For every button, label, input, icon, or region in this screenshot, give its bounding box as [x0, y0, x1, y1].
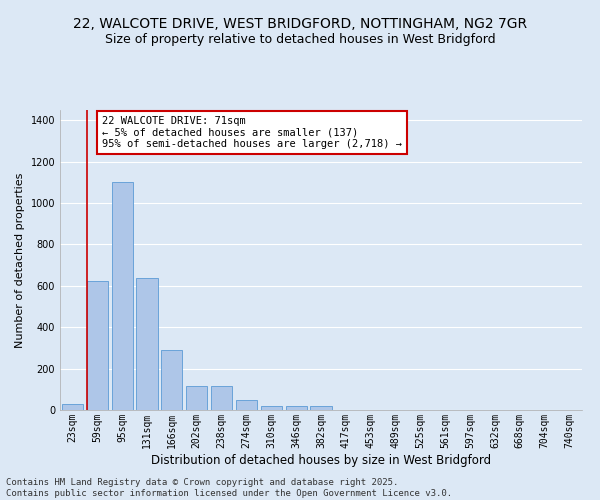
Y-axis label: Number of detached properties: Number of detached properties: [15, 172, 25, 348]
Text: 22 WALCOTE DRIVE: 71sqm
← 5% of detached houses are smaller (137)
95% of semi-de: 22 WALCOTE DRIVE: 71sqm ← 5% of detached…: [102, 116, 402, 149]
Bar: [112, 182, 133, 410]
Text: 22, WALCOTE DRIVE, WEST BRIDGFORD, NOTTINGHAM, NG2 7GR: 22, WALCOTE DRIVE, WEST BRIDGFORD, NOTTI…: [73, 18, 527, 32]
Bar: [62, 404, 83, 410]
Text: Contains HM Land Registry data © Crown copyright and database right 2025.
Contai: Contains HM Land Registry data © Crown c…: [6, 478, 452, 498]
Bar: [286, 406, 307, 410]
X-axis label: Distribution of detached houses by size in West Bridgford: Distribution of detached houses by size …: [151, 454, 491, 466]
Bar: [236, 400, 257, 410]
Bar: [261, 406, 282, 410]
Bar: [87, 280, 108, 410]
Bar: [136, 278, 158, 410]
Text: Size of property relative to detached houses in West Bridgford: Size of property relative to detached ho…: [104, 32, 496, 46]
Bar: [161, 350, 182, 410]
Bar: [186, 386, 207, 410]
Bar: [310, 406, 332, 410]
Bar: [211, 386, 232, 410]
